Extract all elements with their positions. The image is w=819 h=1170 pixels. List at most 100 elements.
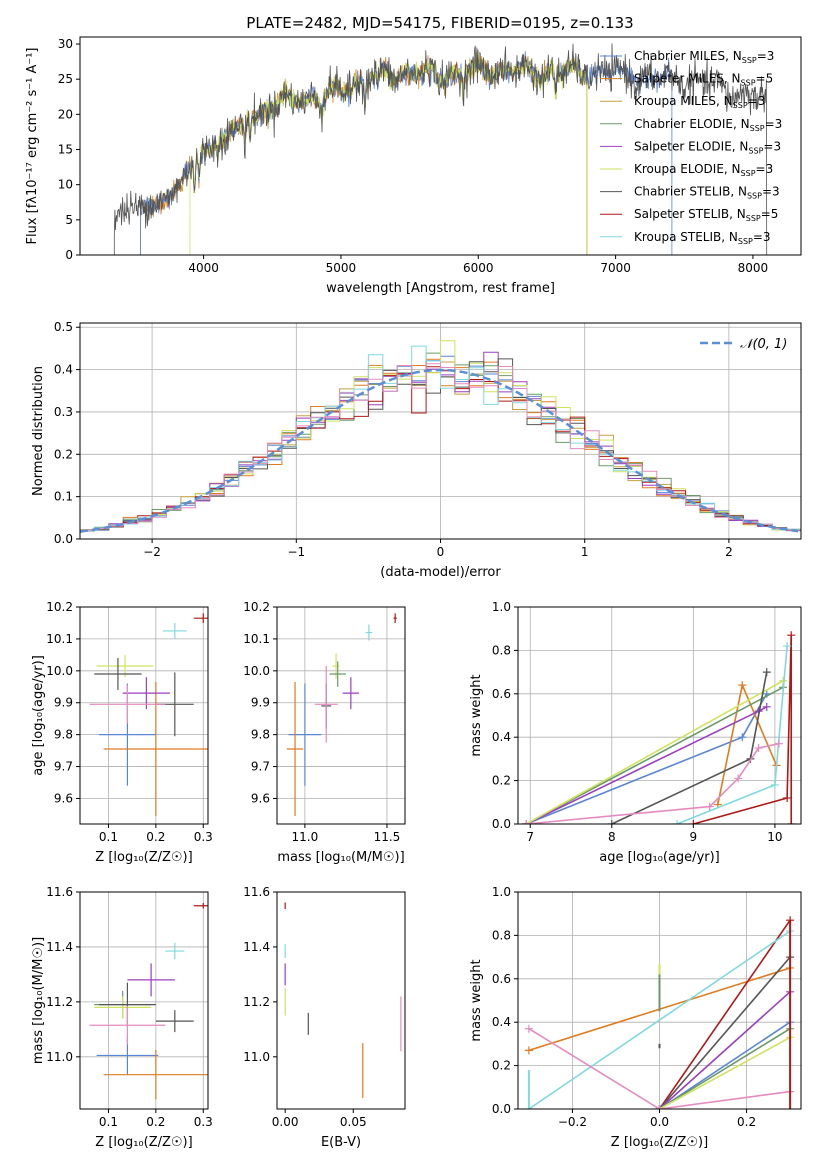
x-axis-label: Z [log₁₀(Z/Z☉)] [611, 1135, 708, 1150]
x-tick-label: 0.1 [99, 1115, 118, 1129]
x-tick-label: 0.2 [737, 1115, 756, 1129]
legend-entry: Chabrier ELODIE, NSSP=3 [634, 117, 782, 133]
panel-residuals: −2 −1 0 1 2 0.0 0.1 0.2 0.3 0.4 0.5 (data-model)/er… [31, 320, 802, 580]
point-marker [738, 733, 747, 742]
x-axis-label: (data-model)/error [380, 565, 501, 580]
y-tick-label: 5 [65, 213, 73, 227]
figure-title: PLATE=2482, MJD=54175, FIBERID=0195, z=0… [246, 14, 633, 32]
x-tick-label: 11.0 [292, 830, 319, 844]
plot-area [284, 902, 402, 1099]
y-tick-label: 11.4 [46, 940, 73, 954]
legend-entry: Kroupa STELIB, NSSP=3 [634, 230, 771, 246]
y-tick-label: 0.4 [492, 1015, 511, 1029]
axes-frame [79, 606, 209, 825]
point-marker [689, 820, 698, 824]
legend-entry: Salpeter MILES, NSSP=5 [634, 72, 773, 88]
y-tick-label: 9.7 [54, 760, 73, 774]
weight-series [525, 680, 784, 824]
legend: 𝒩(0, 1) [700, 337, 787, 352]
y-axis-label: mass [log₁₀(M/M☉)] [31, 937, 46, 1064]
panel-age-vs-Z: 0.1 0.2 0.3 9.6 9.7 9.8 9.9 10.0 10.1 10.2 Z [log₁… [31, 600, 213, 865]
x-tick-label: 10 [767, 830, 782, 844]
x-axis-label: Z [log₁₀(Z/Z☉)] [95, 850, 192, 865]
plot-area [286, 613, 397, 817]
weight-series [659, 1028, 791, 1109]
x-tick-label: 8 [608, 830, 616, 844]
point-marker [770, 780, 779, 789]
x-axis-label: age [log₁₀(age/yr)] [599, 850, 720, 865]
plot-area [524, 916, 795, 1109]
plot-area [113, 43, 768, 255]
y-tick-label: 0.2 [54, 447, 73, 461]
panel-spectrum: 4000 5000 6000 7000 8000 0 5 10 15 20 25 30 waveleng… [25, 36, 802, 296]
y-tick-label: 30 [58, 37, 73, 51]
y-tick-label: 0.2 [492, 774, 511, 788]
y-tick-label: 9.9 [251, 696, 270, 710]
y-tick-label: 9.7 [251, 760, 270, 774]
plot-area [522, 631, 796, 824]
y-axis-label: mass weight [469, 959, 484, 1041]
point-marker [787, 631, 796, 640]
y-tick-label: 0.2 [492, 1059, 511, 1073]
y-axis-label: mass weight [469, 674, 484, 756]
x-tick-label: 6000 [463, 261, 494, 275]
weight-series [525, 686, 784, 824]
weight-series [658, 956, 791, 1109]
x-tick-label: −2 [143, 545, 161, 559]
plot-area [80, 340, 801, 535]
panel-mass-vs-Z: 0.1 0.2 0.3 11.0 11.2 11.4 11.6 Z [log₁₀(Z/Z☉)]… [31, 885, 213, 1150]
axes-frame [79, 322, 802, 540]
point-marker [762, 702, 771, 711]
x-tick-label: 0.2 [146, 830, 165, 844]
point-marker [522, 820, 531, 824]
y-tick-label: 11.6 [243, 885, 270, 899]
x-tick-label: 0.05 [340, 1115, 367, 1129]
y-tick-label: 9.6 [251, 791, 270, 805]
x-tick-label: −1 [287, 545, 305, 559]
point-marker [787, 820, 796, 824]
x-tick-label: 0.3 [194, 830, 213, 844]
point-marker [607, 820, 616, 824]
panel-weight-vs-age: 7 8 9 10 0.0 0.2 0.4 0.6 0.8 1.0 age [log₁₀(age/yr… [469, 600, 802, 865]
y-tick-label: 25 [58, 72, 73, 86]
axes-frame [79, 891, 209, 1110]
legend-entry: Chabrier STELIB, NSSP=3 [634, 185, 780, 201]
x-tick-label: 8000 [738, 261, 769, 275]
plot-area [89, 902, 208, 1100]
axes-frame [517, 606, 802, 825]
y-tick-label: 10.2 [243, 600, 270, 614]
x-tick-label: 11.5 [374, 830, 401, 844]
axes-frame [517, 891, 802, 1110]
x-tick-label: −0.2 [558, 1115, 587, 1129]
y-axis-label: Normed distribution [31, 366, 46, 496]
point-marker [673, 820, 682, 824]
x-tick-label: 7000 [600, 261, 631, 275]
y-tick-label: 0.6 [492, 687, 511, 701]
weight-series [526, 742, 780, 824]
point-marker [734, 774, 743, 783]
weight-series [693, 635, 792, 824]
y-tick-label: 0.0 [492, 817, 511, 831]
axes-frame [79, 36, 802, 256]
point-marker [783, 793, 792, 802]
x-axis-label: Z [log₁₀(Z/Z☉)] [95, 1135, 192, 1150]
point-marker [524, 1024, 533, 1033]
weight-series [525, 706, 768, 824]
y-tick-label: 11.4 [243, 940, 270, 954]
y-tick-label: 0.8 [492, 928, 511, 942]
legend-entry: Salpeter ELODIE, NSSP=3 [634, 139, 781, 155]
y-tick-label: 0.5 [54, 320, 73, 334]
weight-series [611, 671, 768, 824]
point-marker [524, 1046, 533, 1055]
axes-frame [276, 891, 406, 1110]
y-tick-label: 15 [58, 143, 73, 157]
histogram-series [80, 363, 801, 534]
y-tick-label: 20 [58, 107, 73, 121]
y-axis-label: Flux [fλ10⁻¹⁷ erg cm⁻² s⁻¹ A⁻¹] [25, 48, 40, 245]
y-tick-label: 10.1 [46, 632, 73, 646]
weight-series [659, 1021, 791, 1109]
x-tick-label: 5000 [326, 261, 357, 275]
y-tick-label: 9.9 [54, 696, 73, 710]
x-tick-label: 0.2 [146, 1115, 165, 1129]
